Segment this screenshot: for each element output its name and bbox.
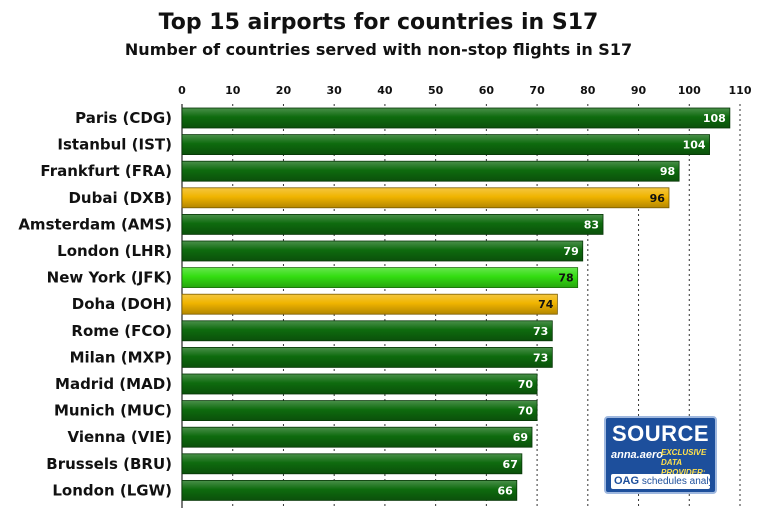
value-label: 70 (518, 378, 534, 391)
x-tick-label: 20 (276, 84, 292, 97)
x-tick-label: 90 (631, 84, 647, 97)
bar (181, 107, 731, 129)
exclusive-provider-text: EXCLUSIVE DATA PROVIDER: (661, 448, 707, 477)
x-tick-label: 110 (729, 84, 752, 97)
value-label: 67 (503, 458, 518, 471)
bar (181, 453, 523, 475)
value-label: 108 (703, 112, 726, 125)
value-label: 73 (533, 325, 548, 338)
bar (181, 187, 670, 209)
x-tick-label: 10 (225, 84, 241, 97)
category-label: Dubai (DXB) (68, 189, 172, 207)
bar (181, 400, 538, 422)
bar (181, 213, 604, 235)
value-label: 83 (584, 218, 599, 231)
category-label: Paris (CDG) (75, 109, 172, 127)
value-label: 96 (650, 192, 666, 205)
value-label: 74 (538, 298, 554, 311)
value-label: 79 (563, 245, 578, 258)
bar (181, 346, 553, 368)
bar (181, 240, 584, 262)
oag-logo-text: OAG (614, 475, 640, 487)
chart-subtitle: Number of countries served with non-stop… (124, 40, 633, 59)
chart-title: Top 15 airports for countries in S17 (158, 10, 599, 35)
category-label: Frankfurt (FRA) (40, 162, 172, 180)
oag-product-text: schedules analyser (641, 476, 710, 487)
source-badge-title: SOURCE (611, 421, 710, 446)
category-label: Amsterdam (AMS) (18, 215, 172, 233)
bar (181, 479, 518, 501)
category-label: Munich (MUC) (54, 402, 172, 420)
category-label: London (LHR) (57, 242, 172, 260)
category-label: Istanbul (IST) (57, 136, 172, 154)
oag-logo: OAG schedules analyser (611, 474, 710, 489)
category-label: Vienna (VIE) (67, 428, 172, 446)
value-label: 104 (683, 139, 706, 152)
source-badge: SOURCE anna.aero EXCLUSIVE DATA PROVIDER… (604, 416, 717, 494)
bar (181, 293, 558, 315)
category-label: Brussels (BRU) (46, 455, 172, 473)
bar (181, 320, 553, 342)
x-tick-label: 0 (178, 84, 186, 97)
x-tick-label: 50 (428, 84, 444, 97)
anna-aero-logo: anna.aero (611, 449, 663, 461)
value-label: 78 (558, 272, 573, 285)
x-tick-label: 60 (479, 84, 495, 97)
x-tick-label: 30 (327, 84, 343, 97)
x-tick-label: 70 (529, 84, 545, 97)
x-tick-label: 40 (377, 84, 393, 97)
bar (181, 267, 579, 289)
category-label: Milan (MXP) (70, 348, 172, 366)
category-label: Rome (FCO) (71, 322, 172, 340)
value-label: 73 (533, 351, 548, 364)
x-tick-label: 80 (580, 84, 596, 97)
category-label: Doha (DOH) (72, 295, 172, 313)
bar (181, 160, 680, 182)
bar (181, 373, 538, 395)
x-tick-label: 100 (678, 84, 701, 97)
value-label: 98 (660, 165, 675, 178)
bar (181, 134, 710, 156)
value-label: 70 (518, 405, 534, 418)
category-label: Madrid (MAD) (55, 375, 172, 393)
bar (181, 426, 533, 448)
value-label: 69 (513, 431, 528, 444)
category-label: London (LGW) (52, 481, 172, 499)
category-label: New York (JFK) (47, 269, 172, 287)
value-label: 66 (497, 484, 513, 497)
